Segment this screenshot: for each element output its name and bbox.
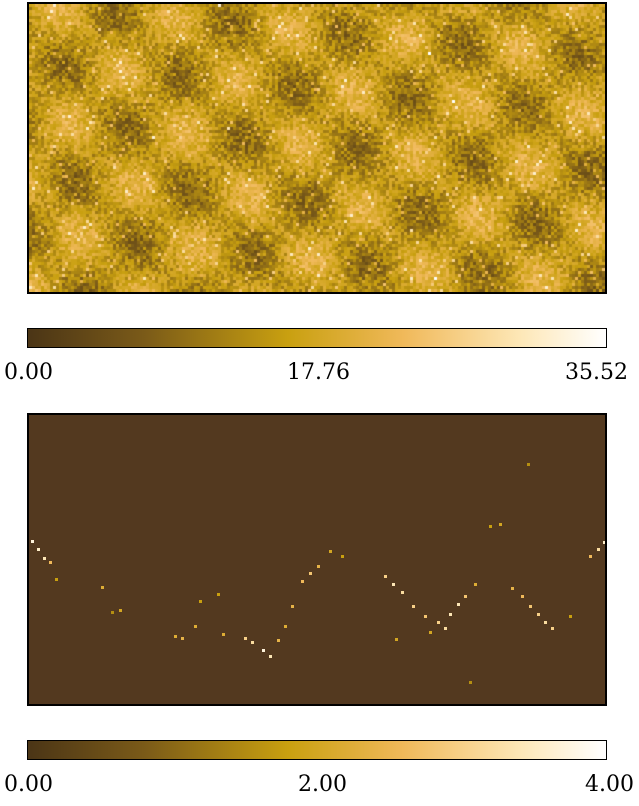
colorbar-bottom-tick-1: 2.00 bbox=[298, 772, 347, 797]
heatmap-bottom-cell bbox=[499, 523, 502, 526]
heatmap-bottom-cell bbox=[395, 638, 398, 641]
heatmap-bottom-cell bbox=[449, 613, 452, 616]
heatmap-bottom-cell bbox=[529, 605, 532, 608]
heatmap-bottom-cell bbox=[101, 586, 104, 589]
heatmap-bottom-cell bbox=[194, 625, 197, 628]
heatmap-bottom-cell bbox=[174, 635, 177, 638]
heatmap-bottom-cell bbox=[291, 605, 294, 608]
heatmap-bottom-cell bbox=[262, 649, 265, 652]
heatmap-bottom-cell bbox=[457, 603, 460, 606]
heatmap-bottom-cell bbox=[464, 595, 467, 598]
heatmap-bottom-cell bbox=[341, 555, 344, 558]
heatmap-bottom-cell bbox=[119, 609, 122, 612]
heatmap-bottom-cell bbox=[537, 613, 540, 616]
heatmap-bottom-cell bbox=[401, 591, 404, 594]
heatmap-bottom-cell bbox=[301, 580, 304, 583]
heatmap-bottom-cell bbox=[55, 578, 58, 581]
heatmap-bottom-cell bbox=[603, 541, 605, 544]
colorbar-top-tick-0: 0.00 bbox=[4, 360, 53, 385]
heatmap-bottom-cell bbox=[269, 655, 272, 658]
colorbar-top bbox=[27, 328, 607, 348]
colorbar-top-tick-2: 35.52 bbox=[565, 360, 628, 385]
heatmap-bottom bbox=[27, 413, 607, 706]
heatmap-bottom-cell bbox=[384, 575, 387, 578]
heatmap-bottom-cell bbox=[424, 615, 427, 618]
heatmap-bottom-cell bbox=[437, 621, 440, 624]
heatmap-bottom-cell bbox=[511, 587, 514, 590]
heatmap-bottom-cell bbox=[43, 557, 46, 560]
heatmap-bottom-cell bbox=[37, 548, 40, 551]
heatmap-bottom-cell bbox=[244, 637, 247, 640]
heatmap-bottom-cell bbox=[181, 637, 184, 640]
heatmap-bottom-cell bbox=[392, 583, 395, 586]
heatmap-top-canvas bbox=[29, 4, 605, 292]
heatmap-bottom-cell bbox=[317, 565, 320, 568]
heatmap-bottom-cell bbox=[309, 572, 312, 575]
heatmap-bottom-cell bbox=[251, 641, 254, 644]
heatmap-bottom-cell bbox=[429, 631, 432, 634]
colorbar-bottom-tick-2: 4.00 bbox=[585, 772, 634, 797]
heatmap-bottom-cell bbox=[489, 525, 492, 528]
heatmap-bottom-cell bbox=[412, 605, 415, 608]
heatmap-bottom-cell bbox=[222, 633, 225, 636]
heatmap-bottom-cell bbox=[474, 583, 477, 586]
heatmap-bottom-cell bbox=[569, 615, 572, 618]
heatmap-bottom-cell bbox=[527, 463, 530, 466]
heatmap-bottom-cell bbox=[589, 555, 592, 558]
colorbar-bottom bbox=[27, 740, 607, 760]
colorbar-top-tick-1: 17.76 bbox=[287, 360, 350, 385]
heatmap-bottom-cell bbox=[444, 627, 447, 630]
heatmap-bottom-cell bbox=[199, 600, 202, 603]
heatmap-bottom-cell bbox=[521, 595, 524, 598]
heatmap-bottom-cell bbox=[111, 611, 114, 614]
heatmap-bottom-cell bbox=[284, 625, 287, 628]
heatmap-bottom-cell bbox=[217, 593, 220, 596]
heatmap-bottom-svg bbox=[31, 463, 605, 684]
heatmap-bottom-cell bbox=[597, 548, 600, 551]
heatmap-bottom-cell bbox=[31, 540, 34, 543]
heatmap-bottom-cell bbox=[49, 561, 52, 564]
heatmap-bottom-cell bbox=[469, 681, 472, 684]
heatmap-bottom-cell bbox=[551, 627, 554, 630]
heatmap-bottom-cell bbox=[329, 550, 332, 553]
heatmap-bottom-cell bbox=[277, 639, 280, 642]
heatmap-top bbox=[27, 2, 607, 294]
colorbar-bottom-tick-0: 0.00 bbox=[4, 772, 53, 797]
heatmap-bottom-cell bbox=[544, 621, 547, 624]
